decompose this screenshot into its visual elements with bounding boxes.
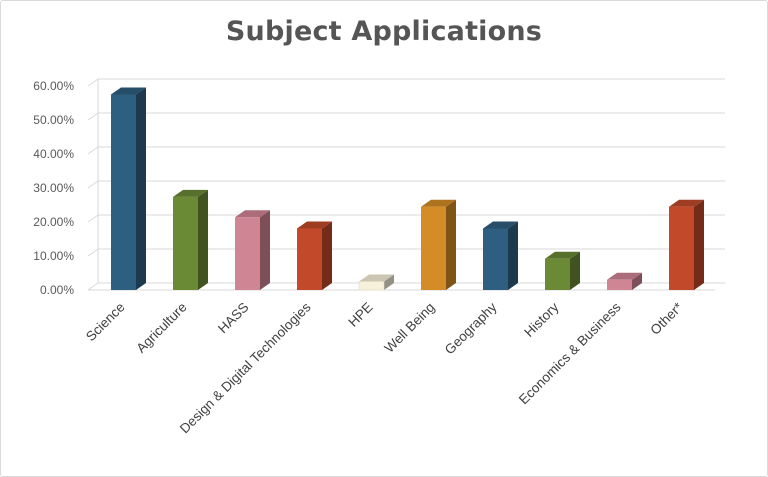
bar-top <box>421 199 456 207</box>
bar-side <box>632 272 642 290</box>
bar <box>483 221 518 290</box>
gridline-depth <box>87 78 99 87</box>
bar <box>545 251 580 290</box>
bar-front <box>111 94 136 290</box>
bar <box>607 272 642 290</box>
x-tick-label: Design & Digital Technologies <box>177 299 314 436</box>
bar-side <box>508 221 518 290</box>
bar-front <box>235 217 260 290</box>
bar-side <box>446 199 456 290</box>
bar-top <box>669 199 704 207</box>
bar <box>173 189 208 290</box>
bar-front <box>297 228 322 290</box>
x-tick-label: Economics & Business <box>516 299 624 407</box>
gridline-depth <box>87 282 99 291</box>
chart-title: Subject Applications <box>225 16 543 47</box>
bar <box>669 199 704 290</box>
gridline-depth <box>87 112 99 121</box>
x-tick-label: History <box>521 299 561 339</box>
gridlines <box>87 78 725 291</box>
bar-side <box>384 274 394 290</box>
bar <box>297 221 332 290</box>
bar-top <box>173 189 208 197</box>
bar-top <box>235 210 270 218</box>
bar-side <box>570 251 580 290</box>
bar-front <box>421 206 446 290</box>
y-tick-label: 30.00% <box>33 181 74 195</box>
y-axis: 0.00% 10.00% 20.00% 30.00% 40.00% 50.00% 60.00… <box>33 79 74 297</box>
y-tick-label: 20.00% <box>33 215 74 229</box>
bar-side <box>322 221 332 290</box>
bar-front <box>545 258 570 290</box>
bar-top <box>297 221 332 229</box>
bar-side <box>694 199 704 290</box>
bar-front <box>483 228 508 290</box>
bar-top <box>111 87 146 95</box>
bars <box>111 87 704 291</box>
bar-side <box>260 210 270 290</box>
x-tick-label: HASS <box>215 300 252 337</box>
bar <box>421 199 456 290</box>
y-tick-label: 10.00% <box>33 249 74 263</box>
x-tick-label: Geography <box>442 299 500 357</box>
gridline-depth <box>87 248 99 257</box>
bar-top <box>545 251 580 259</box>
x-tick-label: Science <box>83 300 128 345</box>
y-tick-label: 50.00% <box>33 113 74 127</box>
x-tick-label: Other* <box>647 299 686 338</box>
x-tick-label: Well Being <box>382 300 438 356</box>
y-tick-label: 40.00% <box>33 147 74 161</box>
bar <box>358 274 394 291</box>
y-tick-label: 0.00% <box>40 283 74 297</box>
y-tick-label: 60.00% <box>33 79 74 93</box>
bar-front <box>173 196 198 290</box>
bar <box>111 87 146 290</box>
x-tick-label: Agriculture <box>133 300 189 356</box>
x-tick-label: HPE <box>345 300 375 330</box>
bar-front <box>358 281 385 291</box>
bar <box>235 210 270 290</box>
bar-front <box>607 279 632 290</box>
bar-top <box>359 274 394 282</box>
bar-top <box>607 272 642 280</box>
bar-front <box>669 206 694 290</box>
bar-side <box>136 87 146 290</box>
gridline-depth <box>87 214 99 223</box>
bar-top <box>483 221 518 229</box>
gridline-depth <box>87 180 99 189</box>
bar-side <box>198 189 208 290</box>
gridline-depth <box>87 146 99 155</box>
